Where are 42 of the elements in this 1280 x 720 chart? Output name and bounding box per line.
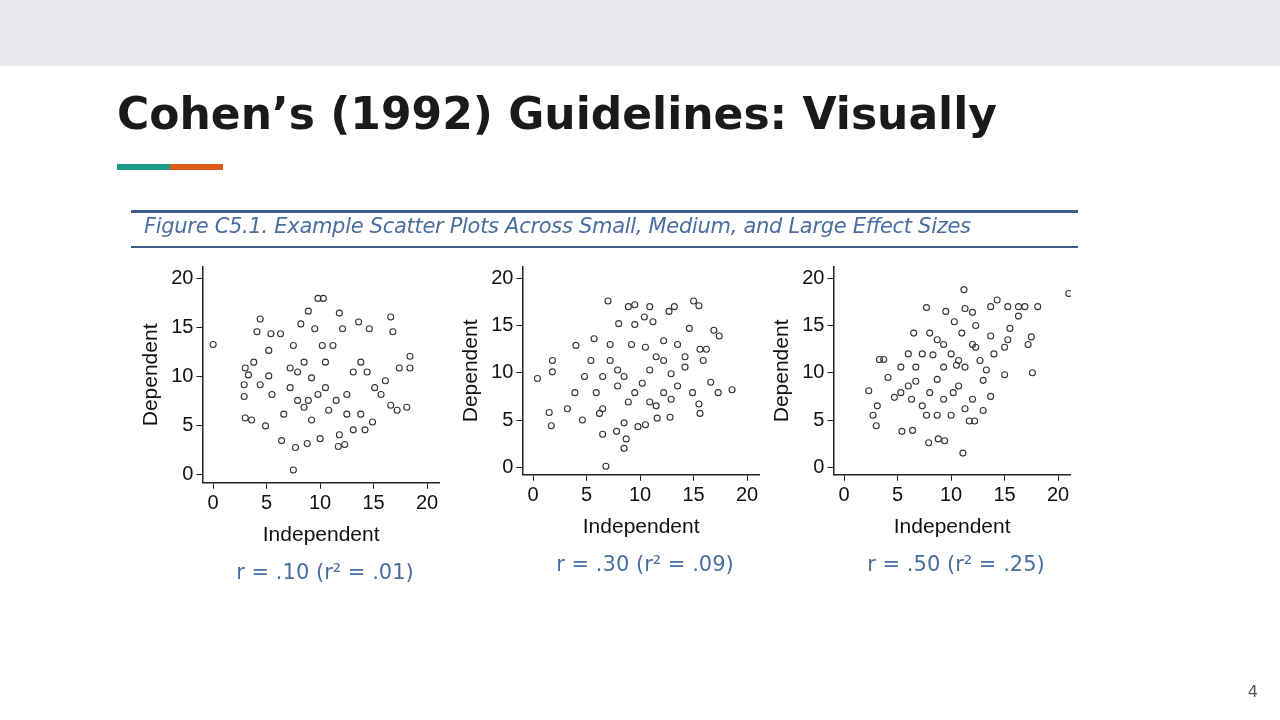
y-tick-label: 5 — [813, 407, 825, 430]
y-tick-label: 10 — [491, 360, 514, 383]
x-axis-title: Independent — [893, 514, 1011, 538]
x-tick-label: 15 — [362, 491, 385, 514]
x-axis-title: Independent — [582, 514, 700, 538]
y-tick-label: 20 — [491, 265, 514, 288]
y-tick-label: 5 — [182, 413, 194, 436]
text: Figure C5.1. Example Scatter Plots Across Small, Medium, and Large Effect Sizes — [144, 214, 971, 238]
y-tick-label: 0 — [502, 454, 514, 477]
x-tick-label: 15 — [993, 483, 1016, 506]
x-tick-label: 20 — [1046, 483, 1070, 506]
text: 4 — [1247, 682, 1258, 701]
text: Cohen’s (1992) Guidelines: Visually — [117, 88, 997, 139]
x-tick-label: 5 — [892, 483, 904, 506]
y-tick-label: 0 — [813, 454, 825, 477]
x-tick-label: 0 — [527, 483, 539, 506]
text: r = .30 (r² = .09) — [556, 552, 734, 576]
x-tick-label: 0 — [207, 491, 219, 514]
y-tick-label: 0 — [182, 462, 194, 485]
x-tick-label: 20 — [735, 483, 759, 506]
y-tick-label: 20 — [171, 266, 194, 289]
text: r = .50 (r² = .25) — [867, 552, 1045, 576]
y-tick-label: 15 — [802, 313, 825, 336]
x-tick-label: 15 — [682, 483, 705, 506]
x-tick-label: 20 — [415, 491, 439, 514]
y-tick-label: 20 — [802, 265, 825, 288]
x-tick-label: 10 — [939, 483, 963, 506]
x-axis-title: Independent — [262, 522, 380, 546]
x-tick-label: 5 — [581, 483, 593, 506]
x-tick-label: 10 — [308, 491, 332, 514]
y-axis-title: Dependent — [769, 319, 793, 423]
y-tick-label: 10 — [802, 360, 825, 383]
x-tick-label: 5 — [261, 491, 273, 514]
y-axis-title: Dependent — [138, 323, 162, 427]
y-tick-label: 5 — [502, 407, 514, 430]
x-tick-label: 0 — [838, 483, 850, 506]
y-tick-label: 10 — [171, 364, 194, 387]
x-tick-label: 10 — [628, 483, 652, 506]
y-tick-label: 15 — [491, 313, 514, 336]
y-axis-title: Dependent — [458, 319, 482, 423]
y-tick-label: 15 — [171, 315, 194, 338]
text: r = .10 (r² = .01) — [236, 560, 414, 584]
